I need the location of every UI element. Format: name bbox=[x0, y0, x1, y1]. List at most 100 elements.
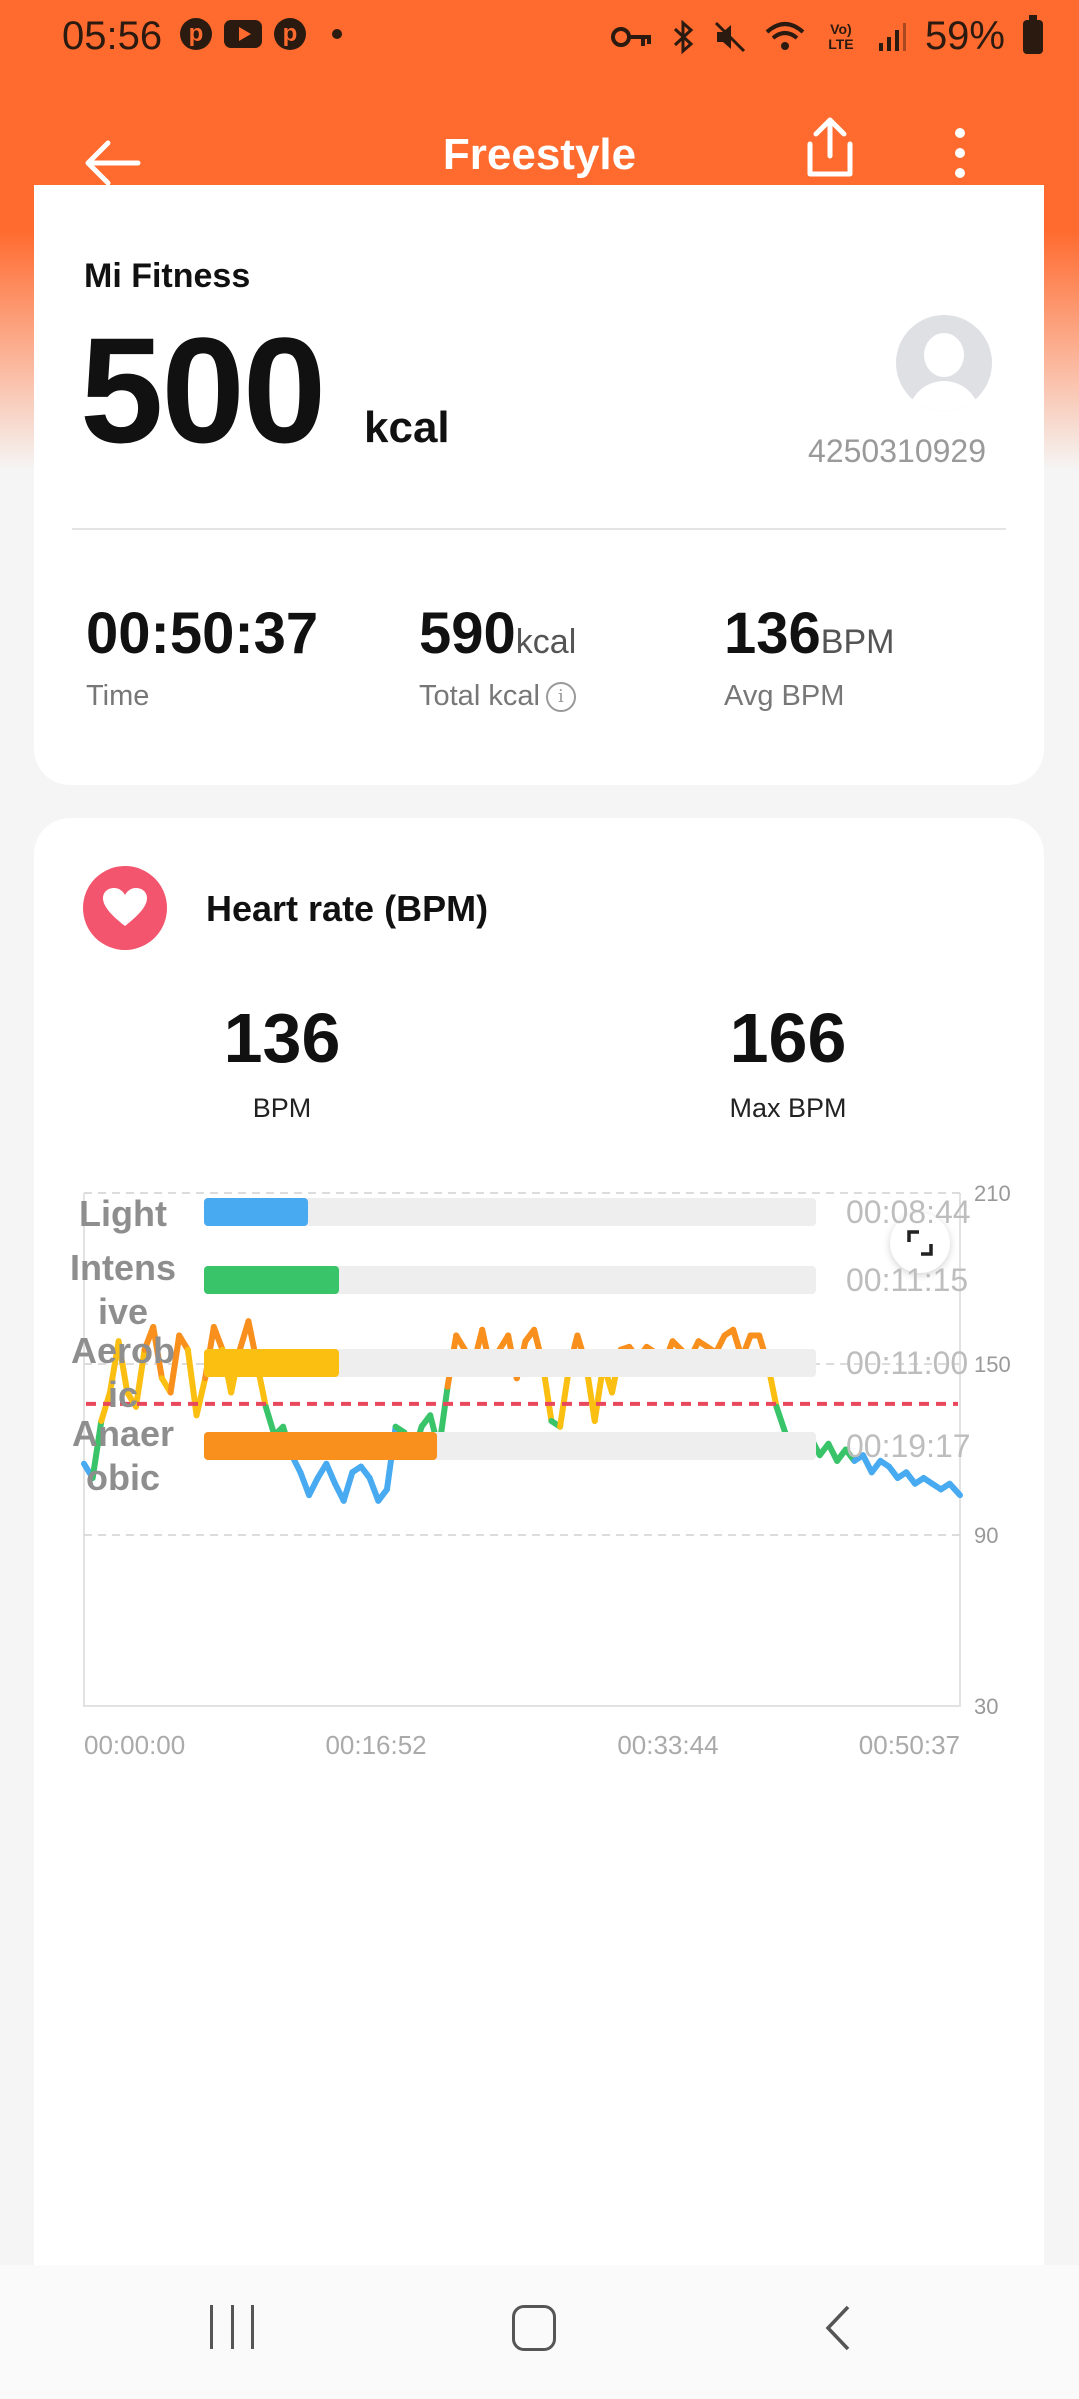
battery-icon bbox=[1023, 14, 1043, 54]
y-tick-label: 150 bbox=[974, 1352, 1011, 1377]
x-tick-label: 00:00:00 bbox=[84, 1730, 185, 1760]
heart-rate-segment bbox=[773, 1403, 789, 1436]
zone-bar-track bbox=[204, 1432, 816, 1460]
workout-summary-card: Mi Fitness 500 kcal 4250310929 00:50:37 … bbox=[34, 185, 1044, 785]
status-time: 05:56 bbox=[62, 14, 163, 58]
zone-label-1: Intens ive bbox=[48, 1246, 198, 1334]
zone-label-line: Intens bbox=[69, 1247, 176, 1288]
max-bpm-value: 166 bbox=[729, 999, 847, 1077]
zone-time: 00:08:44 bbox=[846, 1194, 971, 1230]
heart-icon bbox=[83, 866, 167, 950]
x-tick-label: 00:50:37 bbox=[859, 1730, 960, 1760]
avatar-body bbox=[908, 381, 980, 411]
network-type: Vo) LTE bbox=[828, 20, 854, 52]
heart-rate-segment bbox=[167, 1332, 183, 1396]
heart-rate-segment bbox=[366, 1475, 382, 1504]
avg-bpm-label: BPM bbox=[252, 1093, 312, 1123]
zone-bar-fill bbox=[204, 1432, 437, 1460]
zone-bar-fill bbox=[204, 1198, 309, 1226]
page-title: Freestyle bbox=[442, 130, 637, 179]
heart-rate-segment bbox=[297, 1469, 313, 1499]
zone-bar-track bbox=[204, 1198, 816, 1226]
heart-rate-segment bbox=[210, 1323, 226, 1353]
zone-label-line: ive bbox=[97, 1291, 149, 1332]
x-tick-label: 00:33:44 bbox=[617, 1730, 718, 1760]
expand-chart-button[interactable] bbox=[890, 1213, 950, 1273]
share-icon[interactable] bbox=[800, 114, 860, 184]
back-chevron-icon[interactable] bbox=[818, 2303, 858, 2353]
mute-icon bbox=[714, 21, 745, 52]
stat-total-kcal-text: Total kcal bbox=[419, 680, 540, 712]
battery-percent: 59% bbox=[924, 14, 1005, 58]
pinterest-icon: p bbox=[274, 18, 306, 50]
heart-rate-segment bbox=[89, 1418, 105, 1481]
heart-shape bbox=[103, 888, 147, 926]
y-tick-label: 210 bbox=[974, 1181, 1011, 1206]
heart-rate-segment bbox=[262, 1403, 278, 1439]
heart-rate-segment bbox=[557, 1366, 572, 1430]
avatar-face bbox=[924, 333, 964, 377]
stat-total-kcal-number: 590 bbox=[419, 601, 516, 666]
stat-total-kcal-unit: kcal bbox=[515, 623, 577, 661]
zone-bar-fill bbox=[204, 1266, 339, 1294]
more-notifications-icon bbox=[332, 29, 342, 39]
zone-label-0: Light bbox=[48, 1192, 198, 1236]
stat-avg-bpm-unit: BPM bbox=[820, 623, 895, 661]
youtube-icon bbox=[224, 20, 262, 48]
x-tick-label: 00:16:52 bbox=[325, 1730, 426, 1760]
zone-time: 00:19:17 bbox=[846, 1428, 971, 1464]
calories-unit: kcal bbox=[364, 403, 450, 452]
zone-label-line: Light bbox=[79, 1193, 167, 1234]
stat-avg-bpm-label: Avg BPM bbox=[724, 680, 845, 712]
zone-label-3: Anaer obic bbox=[48, 1412, 198, 1500]
stat-time-label: Time bbox=[86, 680, 150, 712]
zone-bar-fill bbox=[204, 1349, 339, 1377]
bluetooth-icon bbox=[673, 19, 694, 54]
recents-icon[interactable] bbox=[210, 2305, 254, 2349]
stat-total-kcal-value: 590kcal bbox=[419, 605, 576, 663]
brand-label: Mi Fitness bbox=[84, 257, 251, 295]
heart-rate-segment bbox=[98, 1389, 113, 1424]
heart-rate-segment bbox=[115, 1338, 131, 1396]
app-header: Freestyle bbox=[0, 90, 1079, 230]
avatar[interactable] bbox=[896, 315, 992, 411]
heart-rate-segment bbox=[946, 1480, 963, 1499]
system-nav-bar bbox=[0, 2265, 1079, 2399]
key-icon bbox=[610, 26, 651, 47]
zone-label-line: Aerob bbox=[70, 1330, 175, 1371]
arrow-left-icon[interactable] bbox=[80, 128, 150, 198]
heart-rate-segment bbox=[340, 1469, 356, 1504]
user-id: 4250310929 bbox=[808, 433, 986, 469]
zone-bar-track bbox=[204, 1266, 816, 1294]
pinterest-icon: p bbox=[180, 18, 212, 50]
heart-rate-segment bbox=[193, 1375, 209, 1419]
zone-label-line: obic bbox=[85, 1457, 160, 1498]
status-bar: 05:56 p p Vo) LTE 59% bbox=[0, 0, 1079, 80]
wifi-icon bbox=[765, 21, 805, 50]
calories-value: 500 bbox=[80, 306, 326, 474]
signal-icon bbox=[878, 22, 906, 51]
home-icon[interactable] bbox=[512, 2305, 556, 2351]
zone-label-line: Anaer bbox=[71, 1413, 175, 1454]
stat-avg-bpm-number: 136 bbox=[724, 601, 821, 666]
y-tick-label: 90 bbox=[974, 1523, 998, 1548]
stat-time-number: 00:50:37 bbox=[86, 601, 319, 666]
notification-icons: p p bbox=[180, 18, 342, 50]
zone-label-2: Aerob ic bbox=[48, 1329, 198, 1417]
divider bbox=[72, 528, 1006, 530]
zone-time: 00:11:15 bbox=[846, 1262, 969, 1298]
max-bpm-label: Max BPM bbox=[729, 1093, 847, 1123]
heart-rate-segment bbox=[132, 1346, 148, 1410]
avg-bpm-value: 136 bbox=[223, 999, 341, 1077]
heart-rate-segment bbox=[323, 1460, 339, 1487]
heart-rate-title: Heart rate (BPM) bbox=[206, 888, 489, 929]
zone-time: 00:11:00 bbox=[846, 1345, 969, 1381]
more-vertical-icon[interactable] bbox=[940, 118, 980, 188]
stat-avg-bpm-value: 136BPM bbox=[724, 605, 894, 663]
chart-frame bbox=[83, 1193, 961, 1707]
expand-icon bbox=[907, 1230, 933, 1256]
heart-rate-segment bbox=[306, 1475, 321, 1499]
info-icon[interactable]: i bbox=[545, 682, 576, 713]
y-tick-label: 30 bbox=[974, 1694, 998, 1719]
zone-bar-track bbox=[204, 1349, 816, 1377]
